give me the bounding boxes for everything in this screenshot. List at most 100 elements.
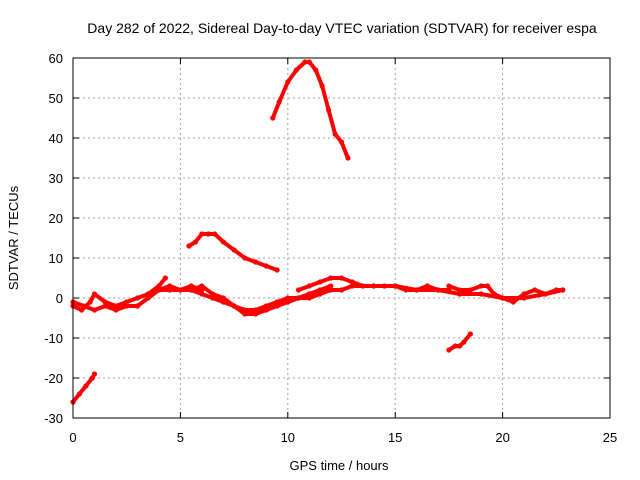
data-point [349, 283, 355, 289]
data-point [188, 287, 194, 293]
data-point [220, 295, 226, 301]
data-point [167, 283, 173, 289]
data-point [532, 287, 538, 293]
data-point [76, 391, 83, 397]
x-tick-label: 5 [177, 430, 184, 445]
data-point [285, 295, 291, 301]
y-axis-label: SDTVAR / TECUs [6, 185, 21, 290]
data-point [91, 307, 98, 313]
data-point [484, 283, 491, 289]
data-point [491, 291, 497, 297]
data-point [452, 343, 458, 349]
data-point [560, 287, 566, 293]
x-tick-label: 0 [69, 430, 76, 445]
data-point [467, 331, 473, 337]
data-point [553, 287, 559, 293]
data-point [306, 295, 312, 301]
data-point [124, 303, 130, 309]
series-track-7 [270, 60, 350, 160]
data-point [263, 263, 269, 269]
data-point [328, 287, 334, 293]
data-point [317, 279, 323, 285]
y-tick-label: 60 [49, 51, 63, 66]
data-point [349, 279, 355, 285]
data-point [542, 291, 549, 297]
y-tick-label: -20 [44, 371, 63, 386]
data-point [199, 231, 205, 237]
data-point [113, 307, 119, 313]
data-point [326, 107, 332, 113]
data-point [199, 291, 205, 297]
data-point [102, 303, 108, 309]
data-point [231, 247, 237, 253]
x-tick-label: 15 [388, 430, 402, 445]
data-point [263, 307, 269, 313]
data-point [231, 303, 237, 309]
data-point [270, 115, 276, 121]
data-point [124, 299, 130, 305]
data-point [319, 83, 325, 89]
data-point [242, 307, 248, 313]
data-point [274, 299, 280, 305]
data-point [510, 299, 516, 305]
data-point [478, 291, 484, 297]
data-point [478, 283, 484, 289]
data-point [338, 275, 345, 281]
data-point [156, 287, 162, 293]
data-point [345, 155, 351, 161]
data-point [274, 303, 280, 309]
data-point [274, 267, 280, 273]
x-tick-label: 20 [495, 430, 509, 445]
data-point [199, 283, 205, 289]
data-point [210, 295, 216, 301]
data-point [446, 283, 452, 289]
data-point [328, 275, 334, 281]
y-tick-label: -30 [44, 411, 63, 426]
data-point [162, 275, 168, 281]
data-point [113, 303, 119, 309]
data-point [457, 343, 463, 349]
y-tick-label: 40 [49, 131, 63, 146]
data-point [435, 287, 441, 293]
data-point [276, 99, 282, 105]
y-tick-label: 0 [56, 291, 63, 306]
data-point [461, 339, 467, 345]
data-point [252, 311, 259, 317]
data-point [87, 299, 93, 305]
data-point [446, 347, 452, 353]
data-point [392, 283, 398, 289]
data-point [242, 255, 248, 261]
x-axis-label: GPS time / hours [290, 458, 389, 473]
y-tick-label: 20 [49, 211, 63, 226]
data-point [414, 287, 420, 293]
data-point [306, 283, 312, 289]
data-point [186, 243, 192, 249]
data-point [285, 79, 291, 85]
data-point [89, 375, 95, 381]
data-point [500, 295, 506, 301]
data-point [424, 283, 431, 289]
data-point [521, 291, 527, 297]
data-point [317, 291, 323, 297]
data-point [313, 67, 319, 73]
y-tick-label: 30 [49, 171, 63, 186]
axes: 0 5 10 15 20 25 -30 -20 -10 0 10 20 30 40 50 60 [44, 51, 617, 445]
data-point [252, 307, 259, 313]
data-point [156, 283, 162, 289]
data-point [332, 131, 338, 137]
data-point [192, 239, 199, 245]
data-point [91, 371, 98, 377]
data-point [210, 291, 216, 297]
data-point [338, 287, 345, 293]
x-tick-label: 10 [281, 430, 295, 445]
data-point [102, 299, 108, 305]
data-point [252, 259, 259, 265]
data-point [134, 295, 141, 301]
data-point [205, 231, 211, 237]
data-point [242, 311, 248, 317]
data-point [263, 303, 269, 309]
data-point [371, 283, 377, 289]
data-point [188, 283, 194, 289]
data-point [306, 291, 312, 297]
